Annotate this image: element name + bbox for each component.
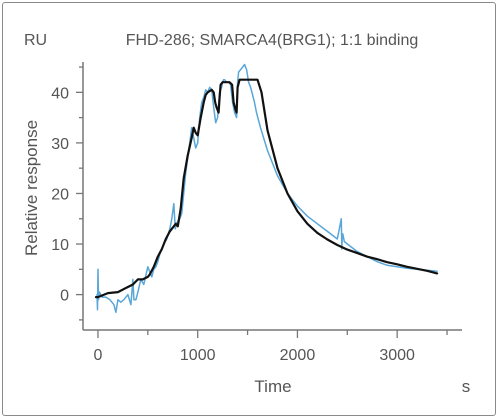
y-unit-label: RU	[24, 32, 47, 49]
measured-curve	[96, 63, 438, 314]
y-tick-label: 30	[51, 136, 69, 153]
chart-frame	[2, 2, 496, 416]
y-tick-label: 0	[60, 288, 69, 305]
y-tick-label: 40	[51, 85, 69, 102]
y-tick-label: 10	[51, 237, 69, 254]
x-tick-label: 1000	[180, 347, 216, 364]
axes: 0 10 20 30 40 0 1000 2000 3000	[51, 62, 462, 364]
x-tick-label: 3000	[379, 347, 415, 364]
y-tick-label: 20	[51, 186, 69, 203]
chart-title: FHD-286; SMARCA4(BRG1); 1:1 binding	[126, 32, 419, 49]
x-axis-label: Time	[254, 377, 291, 396]
fit-curve	[94, 78, 439, 299]
x-tick-label: 2000	[280, 347, 316, 364]
x-tick-label: 0	[94, 347, 103, 364]
x-unit-label: s	[462, 377, 471, 396]
series-layer	[94, 63, 439, 314]
y-axis-label: Relative response	[22, 120, 41, 256]
